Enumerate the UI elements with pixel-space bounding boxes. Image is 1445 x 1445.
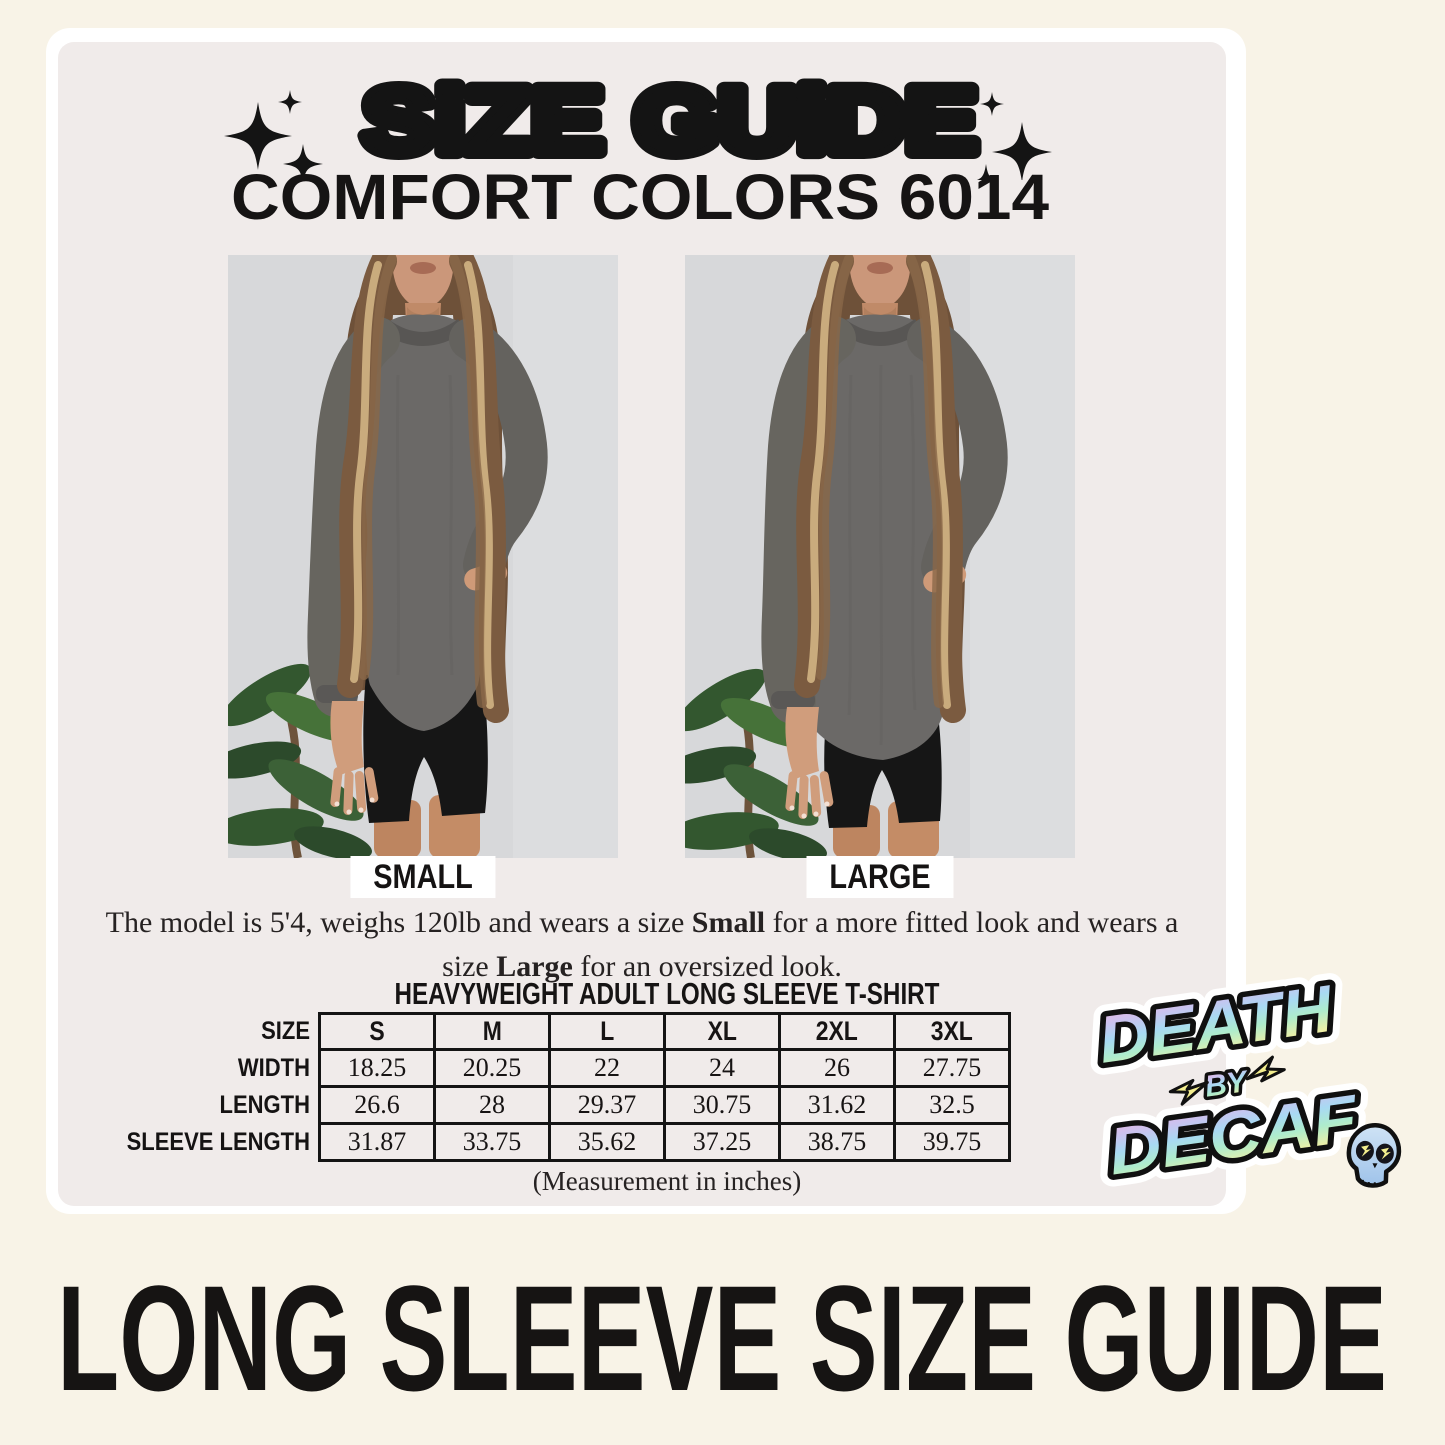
table-cell: 24 (666, 1051, 778, 1085)
model-illustration-large (685, 255, 1075, 858)
page-subtitle: COMFORT COLORS 6014 (231, 166, 1049, 232)
table-cell: 26 (781, 1051, 893, 1085)
subtitle-block: COMFORT COLORS 6014 (231, 166, 1049, 232)
caption-line-2: size Large for an oversized look. (442, 950, 842, 983)
table-title-block: HEAVYWEIGHT ADULT LONG SLEEVE T-SHIRT (395, 976, 940, 1011)
table-cell: 30.75 (666, 1088, 778, 1122)
table-cell: 20.25 (436, 1051, 548, 1085)
logo-line-by: BY (1203, 1065, 1252, 1104)
table-cell: 29.37 (551, 1088, 663, 1122)
photo-label-small-text: SMALL (373, 857, 473, 896)
table-title: HEAVYWEIGHT ADULT LONG SLEEVE T-SHIRT (395, 976, 940, 1011)
column-header: XL (666, 1015, 778, 1048)
footer-title-block: LONG SLEEVE SIZE GUIDE (57, 1268, 1387, 1422)
table-row-label: SLEEVE LENGTH (126, 1127, 310, 1156)
death-by-decaf-logo: DEATH DECAF DEATH DECAF BY (1082, 959, 1402, 1200)
skull-icon (1346, 1123, 1402, 1188)
table-cell: 32.5 (896, 1088, 1008, 1122)
photo-label-small: SMALL (350, 856, 496, 898)
hand-down (785, 707, 834, 820)
photo-model-large (685, 255, 1075, 858)
table-row-label: WIDTH (237, 1053, 310, 1082)
logo-line-death: DEATH (1094, 971, 1338, 1077)
column-header: 2XL (781, 1015, 893, 1048)
size-table: SIZE WIDTH LENGTH SLEEVE LENGTH S M L XL… (126, 1012, 1020, 1165)
collar (380, 319, 466, 346)
table-cell: 39.75 (896, 1125, 1008, 1159)
measurement-note: (Measurement in inches) (532, 1166, 802, 1196)
table-cell: 31.62 (781, 1088, 893, 1122)
footer-title: LONG SLEEVE SIZE GUIDE (57, 1268, 1387, 1422)
table-cell: 22 (551, 1051, 663, 1085)
table-cell: 38.75 (781, 1125, 893, 1159)
table-cell: 35.62 (551, 1125, 663, 1159)
lightning-bolt-icon (1168, 1055, 1286, 1106)
hand-down (330, 701, 379, 816)
hair-front (794, 255, 966, 723)
page-title: SiZE GUiDE (363, 70, 978, 172)
plant (228, 663, 372, 858)
column-header: M (436, 1015, 548, 1048)
column-header: L (551, 1015, 663, 1048)
plant (685, 668, 827, 858)
table-cell: 26.6 (321, 1088, 433, 1122)
table-cell: 27.75 (896, 1051, 1008, 1085)
photo-label-large: LARGE (806, 856, 954, 898)
model-caption: The model is 5'4, weighs 120lb and wears… (92, 901, 1192, 989)
table-cell: 18.25 (321, 1051, 433, 1085)
shirt-oversized (803, 314, 954, 760)
title-block: SiZE GUiDE (224, 63, 1052, 180)
column-header: 3XL (896, 1015, 1008, 1048)
table-cell: 28 (436, 1088, 548, 1122)
column-header: S (321, 1015, 433, 1048)
caption-line-1: The model is 5'4, weighs 120lb and wears… (105, 906, 1179, 939)
size-table-grid: S M L XL 2XL 3XL 18.25 20.25 22 24 26 27… (318, 1012, 1011, 1162)
model-illustration-small (228, 255, 618, 858)
table-corner-label: SIZE (261, 1017, 310, 1045)
shirt-fitted (353, 314, 494, 731)
table-cell: 33.75 (436, 1125, 548, 1159)
photo-label-large-text: LARGE (829, 857, 931, 896)
sleeve-left (761, 316, 856, 724)
table-cell: 37.25 (666, 1125, 778, 1159)
hair-front (337, 255, 509, 723)
table-row-label: LENGTH (219, 1090, 310, 1119)
collar (837, 319, 923, 346)
photo-model-small (228, 255, 618, 858)
table-cell: 31.87 (321, 1125, 433, 1159)
